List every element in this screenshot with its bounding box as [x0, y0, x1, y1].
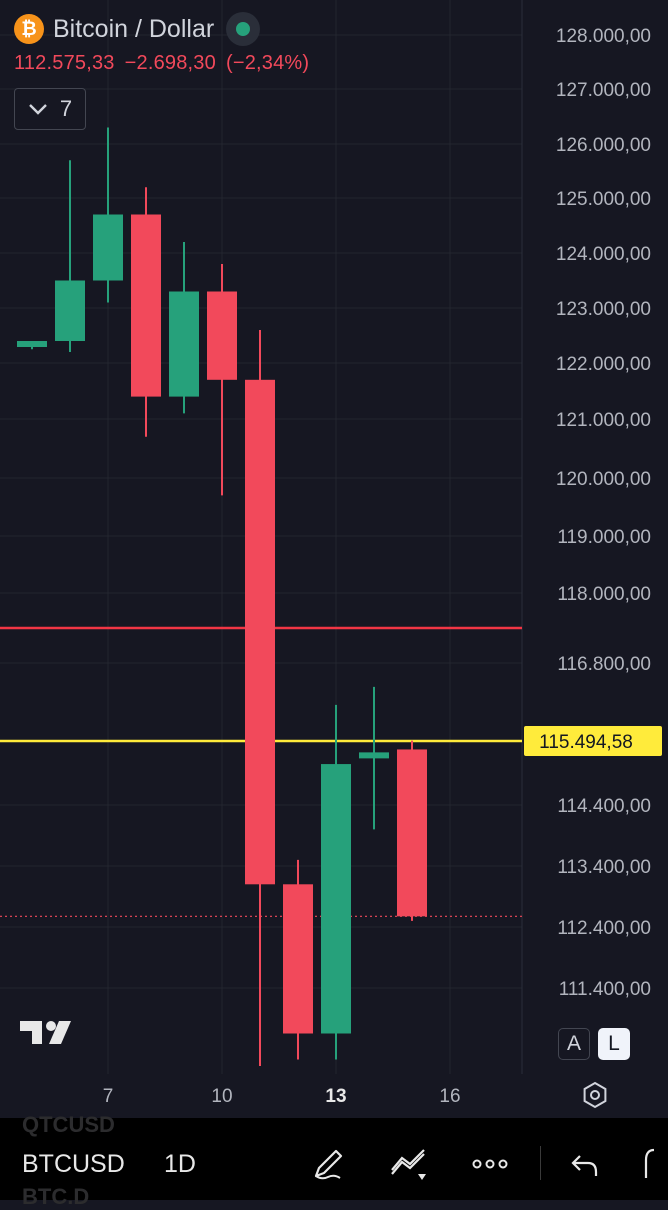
candle-body: [359, 752, 389, 759]
bearish-candle[interactable]: [245, 330, 275, 1066]
chart-area[interactable]: 128.000,00 127.000,00 126.000,00 125.000,00…: [0, 0, 668, 1118]
market-status-indicator[interactable]: [226, 12, 261, 46]
candle-body: [245, 379, 275, 885]
bearish-candle[interactable]: [131, 187, 161, 437]
indicators-toggle-button[interactable]: 7: [14, 88, 86, 130]
bullish-candle[interactable]: [359, 686, 389, 830]
price-tick-label: 124.000,00: [556, 244, 651, 265]
bearish-candle[interactable]: [397, 740, 427, 921]
price-tick-label: 120.000,00: [556, 469, 651, 490]
bearish-candle[interactable]: [283, 859, 313, 1060]
candle-body: [131, 214, 161, 397]
watchlist-next-symbol[interactable]: BTC.D: [22, 1184, 90, 1209]
bullish-candle[interactable]: [321, 704, 351, 1060]
price-tick-label: 118.000,00: [557, 584, 651, 605]
tradingview-logo-icon[interactable]: [20, 1018, 72, 1046]
bitcoin-logo-icon: ₿: [14, 14, 44, 44]
symbol-title[interactable]: Bitcoin / Dollar: [53, 14, 215, 43]
bullish-candle[interactable]: [17, 341, 47, 350]
level-price-badge[interactable]: [524, 726, 662, 756]
price-tick-label: 114.400,00: [557, 796, 651, 817]
price-change: −2.698,30: [124, 52, 216, 74]
price-tick-label: 125.000,00: [556, 189, 651, 210]
price-tick-label: 122.000,00: [556, 354, 651, 375]
trend-tools-icon[interactable]: [388, 1144, 432, 1184]
bullish-candle[interactable]: [55, 160, 85, 352]
price-tick-label: 111.400,00: [559, 979, 651, 1000]
candle-body: [93, 214, 123, 281]
price-tick-label: 128.000,00: [556, 26, 651, 47]
bullish-candle[interactable]: [93, 127, 123, 303]
price-tick-label: 127.000,00: [556, 80, 651, 101]
time-tick-label: 7: [103, 1086, 114, 1107]
toolbar-divider: [540, 1146, 541, 1180]
candle-body: [397, 749, 427, 917]
price-tick-label: 113.400,00: [557, 857, 651, 878]
bottom-toolbar: QTCUSD BTCUSD BTC.D 1D: [0, 1112, 668, 1209]
market-open-dot-icon: [236, 22, 251, 36]
log-scale-button[interactable]: L: [598, 1028, 630, 1060]
price-axis[interactable]: 128.000,00 127.000,00 126.000,00 125.000,00…: [524, 26, 662, 1000]
time-tick-label: 16: [439, 1086, 460, 1107]
candlestick-chart[interactable]: 128.000,00 127.000,00 126.000,00 125.000,00…: [0, 0, 668, 1118]
time-tick-label: 10: [211, 1086, 232, 1107]
bearish-candle[interactable]: [207, 264, 237, 496]
candles-layer[interactable]: [17, 127, 427, 1067]
price-tick-label: 119.000,00: [557, 527, 651, 548]
candle-body: [169, 291, 199, 397]
price-tick-label: 121.000,00: [556, 410, 651, 431]
candle-body: [55, 280, 85, 341]
price-tick-label: 112.400,00: [557, 918, 651, 939]
price-tick-label: 116.800,00: [557, 654, 651, 675]
candle-body: [17, 341, 47, 347]
time-axis[interactable]: 7 10 13 16: [103, 1086, 461, 1107]
watchlist-prev-symbol[interactable]: QTCUSD: [22, 1112, 115, 1137]
price-change-percent: (−2,34%): [225, 52, 310, 74]
last-price: 112.575,33: [14, 52, 115, 74]
chart-settings-icon[interactable]: [580, 1080, 610, 1110]
price-tick-label: 126.000,00: [556, 135, 651, 156]
bullish-candle[interactable]: [169, 242, 199, 414]
chevron-down-icon: [29, 104, 47, 115]
symbol-header: ₿ Bitcoin / Dollar 112.575,33 −2.698,30 (−…: [14, 12, 319, 75]
redo-icon[interactable]: [640, 1144, 668, 1184]
time-tick-label: 13: [325, 1086, 346, 1107]
candle-body: [321, 764, 351, 1034]
candle-body: [283, 884, 313, 1034]
indicator-count: 7: [59, 96, 73, 121]
auto-scale-button[interactable]: A: [558, 1028, 590, 1060]
pen-icon[interactable]: [308, 1144, 348, 1184]
level-price-label: 115.494,58: [539, 732, 633, 753]
symbol-selector[interactable]: BTCUSD: [22, 1150, 125, 1178]
interval-selector[interactable]: 1D: [164, 1150, 196, 1178]
more-dots-icon[interactable]: [470, 1144, 510, 1184]
undo-icon[interactable]: [566, 1144, 606, 1184]
price-tick-label: 123.000,00: [556, 299, 651, 320]
candle-body: [207, 291, 237, 380]
price-change-line: 112.575,33 −2.698,30 (−2,34%): [14, 52, 319, 75]
